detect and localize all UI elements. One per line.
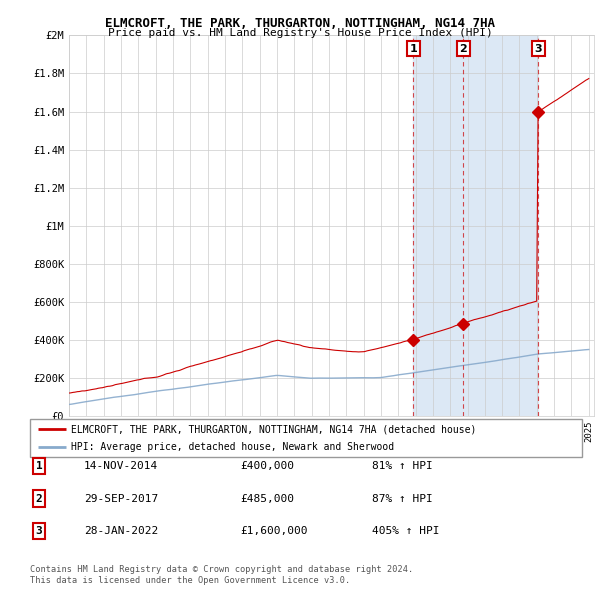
Text: Price paid vs. HM Land Registry's House Price Index (HPI): Price paid vs. HM Land Registry's House … — [107, 28, 493, 38]
Text: ELMCROFT, THE PARK, THURGARTON, NOTTINGHAM, NG14 7HA: ELMCROFT, THE PARK, THURGARTON, NOTTINGH… — [105, 17, 495, 30]
Text: £485,000: £485,000 — [240, 494, 294, 503]
Text: 405% ↑ HPI: 405% ↑ HPI — [372, 526, 439, 536]
Text: 3: 3 — [535, 44, 542, 54]
Text: 29-SEP-2017: 29-SEP-2017 — [84, 494, 158, 503]
Text: This data is licensed under the Open Government Licence v3.0.: This data is licensed under the Open Gov… — [30, 576, 350, 585]
Text: 1: 1 — [409, 44, 417, 54]
Text: 2: 2 — [35, 494, 43, 503]
Text: 2: 2 — [460, 44, 467, 54]
Text: HPI: Average price, detached house, Newark and Sherwood: HPI: Average price, detached house, Newa… — [71, 442, 395, 452]
Bar — [413, 35, 538, 416]
Text: 81% ↑ HPI: 81% ↑ HPI — [372, 461, 433, 471]
Text: 87% ↑ HPI: 87% ↑ HPI — [372, 494, 433, 503]
Text: ELMCROFT, THE PARK, THURGARTON, NOTTINGHAM, NG14 7HA (detached house): ELMCROFT, THE PARK, THURGARTON, NOTTINGH… — [71, 424, 477, 434]
Text: 28-JAN-2022: 28-JAN-2022 — [84, 526, 158, 536]
Text: £1,600,000: £1,600,000 — [240, 526, 308, 536]
Text: 1: 1 — [35, 461, 43, 471]
Text: Contains HM Land Registry data © Crown copyright and database right 2024.: Contains HM Land Registry data © Crown c… — [30, 565, 413, 574]
Text: 3: 3 — [35, 526, 43, 536]
FancyBboxPatch shape — [30, 419, 582, 457]
Text: 14-NOV-2014: 14-NOV-2014 — [84, 461, 158, 471]
Text: £400,000: £400,000 — [240, 461, 294, 471]
